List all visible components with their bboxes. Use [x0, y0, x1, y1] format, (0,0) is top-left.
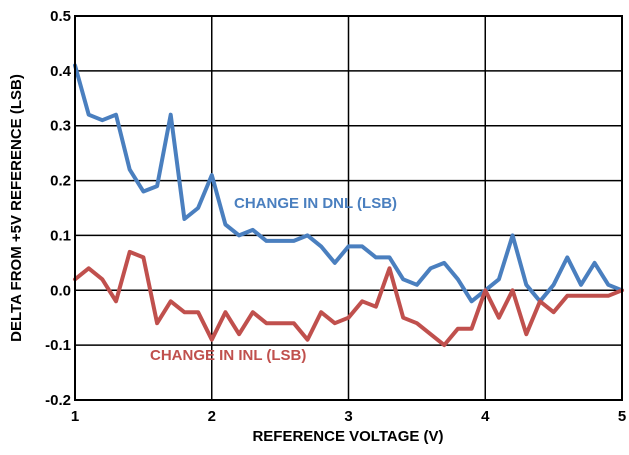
series-line-inl	[73, 249, 624, 348]
series-line-dnl	[73, 63, 624, 304]
series-label-inl: CHANGE IN INL (LSB)	[150, 347, 306, 364]
x-tick-label: 3	[344, 408, 352, 425]
x-tick-label: 4	[481, 408, 490, 425]
y-tick-label: 0.4	[50, 63, 72, 80]
y-tick-label: 0.3	[50, 118, 71, 135]
grid	[75, 16, 622, 400]
x-tick-label: 1	[71, 408, 79, 425]
y-tick-label: -0.1	[45, 337, 71, 354]
series-label-dnl: CHANGE IN DNL (LSB)	[234, 195, 397, 212]
plot-frame	[74, 15, 623, 401]
tick-labels: 1 2 3 4 5 -0.2 -0.1 0.0 0.1 0.2 0.3 0.4 0.5	[45, 8, 626, 425]
series-lines	[73, 63, 624, 348]
y-tick-label: 0.2	[50, 173, 71, 190]
y-tick-label: -0.2	[45, 392, 71, 409]
y-tick-label: 0.1	[50, 227, 71, 244]
y-axis-title: DELTA FROM +5V REFERENCE (LSB)	[8, 74, 25, 342]
y-tick-label: 0.5	[50, 8, 71, 25]
x-tick-label: 2	[208, 408, 216, 425]
x-axis-title: REFERENCE VOLTAGE (V)	[252, 428, 443, 445]
x-tick-label: 5	[618, 408, 626, 425]
y-tick-label: 0.0	[50, 282, 71, 299]
